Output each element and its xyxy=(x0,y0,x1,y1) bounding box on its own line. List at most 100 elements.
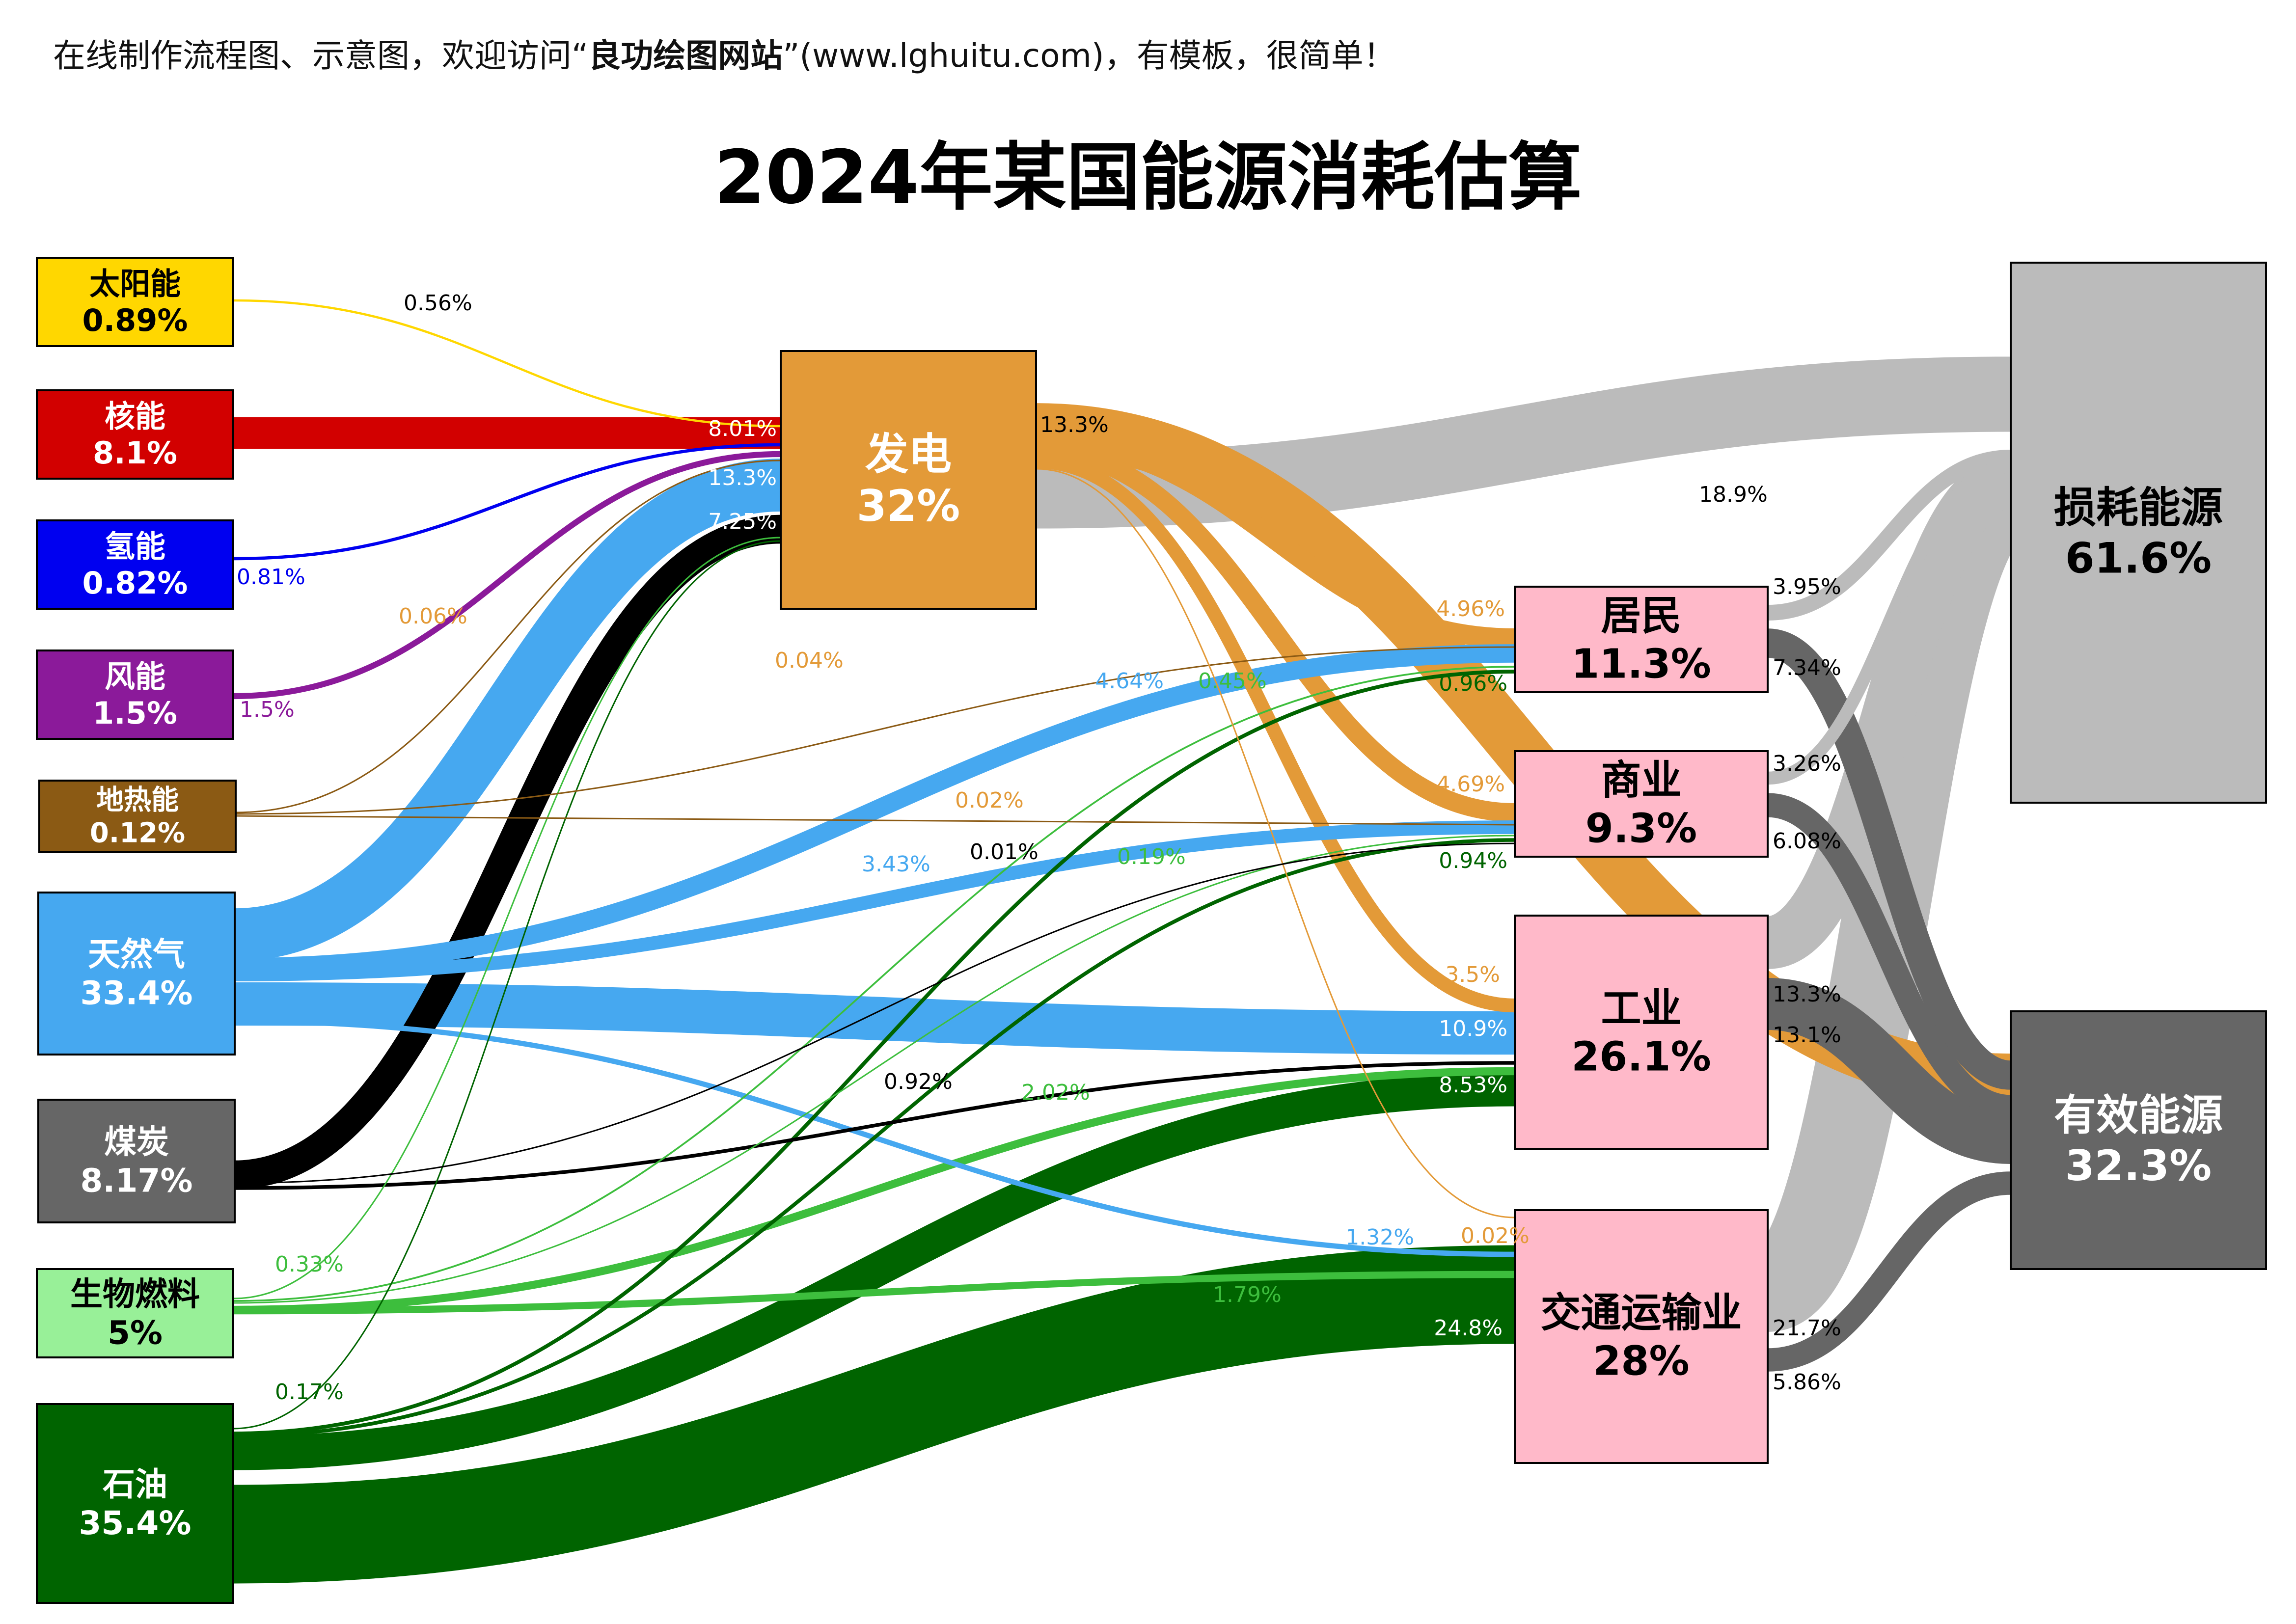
node-trans-name: 交通运输业 xyxy=(1540,1290,1742,1336)
flow-gas-to-power xyxy=(234,459,781,961)
node-ind-value: 26.1% xyxy=(1571,1033,1711,1080)
flow-comm-to-useful xyxy=(1767,793,2012,1119)
flow-bio-to-power xyxy=(233,537,781,1299)
flow-label-oil-to-comm: 0.94% xyxy=(1439,848,1507,873)
flow-label-coal-to-power: 7.25% xyxy=(708,509,777,534)
flow-label-bio-to-ind: 2.02% xyxy=(1021,1080,1090,1105)
flow-label-trans-to-useful: 5.86% xyxy=(1773,1370,1841,1395)
flow-comm-to-loss xyxy=(1767,460,2011,785)
node-solar-value: 0.89% xyxy=(82,302,188,338)
node-geo-name: 地热能 xyxy=(96,785,179,816)
node-nuclear: 核能8.1% xyxy=(36,389,234,480)
flow-label-oil-to-trans: 24.8% xyxy=(1434,1316,1503,1341)
flow-label-coal-to-comm: 0.01% xyxy=(970,839,1039,865)
flow-ind-to-loss xyxy=(1765,455,2014,969)
node-geo-value: 0.12% xyxy=(90,817,185,849)
flow-ind-to-useful xyxy=(1767,977,2012,1164)
flow-label-hydrogen-to-power: 0.81% xyxy=(237,565,305,590)
flow-label-oil-to-power: 0.17% xyxy=(275,1380,344,1405)
flow-label-resid-to-useful: 7.34% xyxy=(1773,655,1841,680)
flow-label-gas-to-resid: 4.64% xyxy=(1095,669,1164,694)
diagram-title: 2024年某国能源消耗估算 xyxy=(714,135,1582,220)
node-resid-value: 11.3% xyxy=(1571,641,1711,687)
flow-label-oil-to-resid: 0.96% xyxy=(1439,671,1507,696)
flow-label-comm-to-loss: 3.26% xyxy=(1773,751,1841,776)
node-hydrogen-box xyxy=(36,519,234,610)
flow-gas-to-resid xyxy=(234,644,1515,976)
flow-coal-to-comm xyxy=(234,842,1515,1184)
flow-label-gas-to-ind: 10.9% xyxy=(1439,1016,1507,1041)
node-loss-name: 损耗能源 xyxy=(2054,484,2223,533)
banner-prefix: 在线制作流程图、示意图，欢迎访问“ xyxy=(53,37,589,75)
node-nuclear-box xyxy=(36,389,234,480)
flow-label-resid-to-loss: 3.95% xyxy=(1773,574,1841,599)
node-hydrogen-name: 氢能 xyxy=(105,529,165,565)
flow-oil-to-trans xyxy=(233,1245,1515,1584)
node-solar-box xyxy=(36,257,234,347)
node-power-name: 发电 xyxy=(865,429,952,480)
flow-oil-to-comm xyxy=(233,838,1515,1438)
node-ind-name: 工业 xyxy=(1601,985,1681,1032)
node-comm-box xyxy=(1514,750,1769,858)
flow-label-trans-to-loss: 21.7% xyxy=(1773,1316,1841,1341)
flow-label-power-to-loss: 18.9% xyxy=(1699,482,1768,507)
node-coal: 煤炭8.17% xyxy=(37,1099,236,1223)
flow-label-power-to-trans: 0.02% xyxy=(1461,1223,1530,1248)
banner-site-link[interactable]: 良功绘图网站 xyxy=(588,37,783,75)
flow-label-power-to-comm: 4.69% xyxy=(1436,772,1505,797)
node-comm-value: 9.3% xyxy=(1585,805,1697,852)
flow-coal-to-ind xyxy=(234,1061,1515,1190)
flow-geo-to-resid xyxy=(235,646,1515,815)
node-resid-name: 居民 xyxy=(1601,593,1681,639)
node-power-value: 32% xyxy=(857,481,960,531)
node-wind: 风能1.5% xyxy=(36,650,234,740)
node-hydrogen-value: 0.82% xyxy=(82,565,188,601)
flow-wind-to-power xyxy=(233,451,781,700)
flow-gas-to-comm xyxy=(234,820,1515,981)
flow-label-gas-to-trans: 1.32% xyxy=(1345,1225,1414,1250)
node-resid-box xyxy=(1514,586,1769,693)
node-bio-name: 生物燃料 xyxy=(70,1275,200,1313)
node-oil-name: 石油 xyxy=(103,1465,167,1503)
flow-label-power-to-useful: 13.3% xyxy=(1040,412,1109,437)
node-comm-name: 商业 xyxy=(1601,757,1681,804)
flow-label-wind-to-power: 1.5% xyxy=(240,697,295,722)
flow-power-to-resid xyxy=(1036,432,1515,649)
flow-oil-to-power xyxy=(233,540,781,1430)
flow-hydrogen-to-power xyxy=(233,443,781,561)
node-useful-box xyxy=(2010,1010,2267,1270)
flow-bio-to-resid xyxy=(233,666,1515,1302)
node-gas-name: 天然气 xyxy=(88,936,185,974)
node-geo-box xyxy=(38,780,237,853)
node-solar-name: 太阳能 xyxy=(89,266,181,302)
node-coal-name: 煤炭 xyxy=(104,1123,169,1161)
flow-label-coal-to-ind: 0.92% xyxy=(884,1069,953,1094)
node-bio-box xyxy=(36,1268,234,1358)
flow-label-geo-to-power: 0.06% xyxy=(399,604,467,629)
node-nuclear-name: 核能 xyxy=(105,399,165,434)
flow-label-geo-to-resid: 0.04% xyxy=(775,648,844,673)
flow-label-comm-to-useful: 6.08% xyxy=(1773,829,1841,854)
flow-trans-to-useful xyxy=(1767,1171,2011,1372)
node-oil-value: 35.4% xyxy=(79,1504,191,1542)
site-banner: 在线制作流程图、示意图，欢迎访问“良功绘图网站”(www.lghuitu.com… xyxy=(53,29,1396,77)
flow-oil-to-ind xyxy=(233,1072,1515,1470)
node-wind-name: 风能 xyxy=(105,659,165,695)
flow-bio-to-trans xyxy=(233,1271,1515,1315)
flow-power-to-comm xyxy=(1036,441,1515,822)
node-hydrogen: 氢能0.82% xyxy=(36,519,234,610)
node-wind-box xyxy=(36,650,234,740)
flow-resid-to-useful xyxy=(1766,628,2012,1090)
node-wind-value: 1.5% xyxy=(93,695,177,731)
node-gas-box xyxy=(37,892,236,1056)
